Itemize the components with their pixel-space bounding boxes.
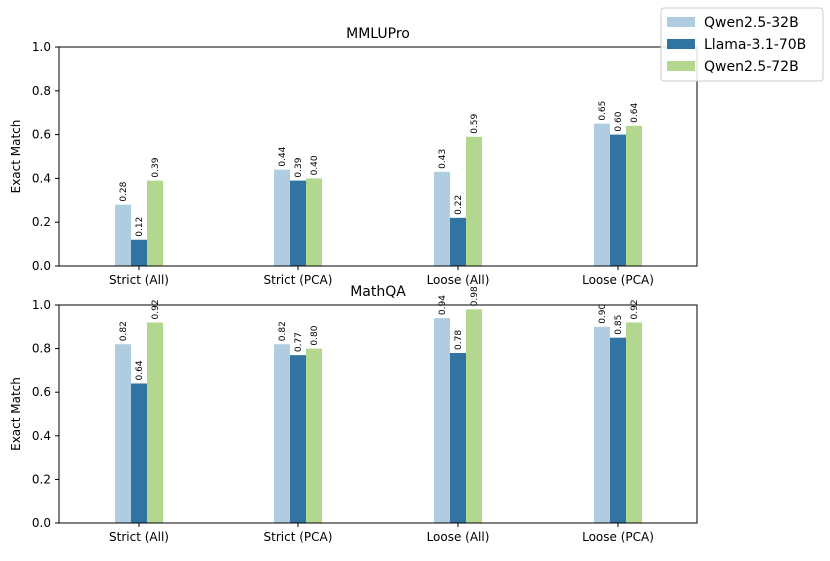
x-tick-label: Loose (PCA)	[582, 273, 654, 287]
y-tick-label: 0.2	[32, 472, 51, 486]
y-axis-label: Exact Match	[9, 120, 23, 194]
data-label: 0.78	[454, 330, 464, 350]
y-tick-label: 0.8	[32, 342, 51, 356]
bar-llama-3.1-70b-2	[450, 352, 466, 523]
x-tick-label: Loose (PCA)	[582, 530, 654, 544]
bar-qwen2.5-72b-1	[306, 348, 322, 523]
axes-frame	[58, 304, 698, 524]
x-tick-label: Loose (All)	[427, 530, 490, 544]
data-label: 0.39	[151, 157, 161, 177]
bar-llama-3.1-70b-2	[450, 217, 466, 266]
bar-qwen2.5-72b-2	[466, 136, 482, 266]
data-label: 0.40	[310, 155, 320, 175]
bar-qwen2.5-72b-2	[466, 309, 482, 523]
data-label: 0.82	[119, 321, 129, 341]
data-label: 0.59	[470, 113, 480, 133]
bar-qwen2.5-32b-3	[594, 326, 610, 523]
panel-mathqa: 0.82 0.820.94 0.900.640.77 0.780.850.920.80…	[9, 284, 698, 544]
y-tick-label: 0.0	[32, 516, 51, 530]
data-label: 0.82	[278, 321, 288, 341]
y-axis-label: Exact Match	[9, 377, 23, 451]
y-tick-label: 0.8	[32, 84, 51, 98]
data-label: 0.39	[294, 157, 304, 177]
legend-box	[660, 7, 824, 82]
bar-qwen2.5-32b-3	[594, 123, 610, 267]
data-label: 0.98	[470, 286, 480, 306]
legend-swatch	[667, 39, 695, 49]
bar-llama-3.1-70b-0	[131, 239, 147, 266]
data-label: 0.65	[598, 101, 608, 121]
legend-label: Qwen2.5-32B	[704, 15, 799, 31]
data-label: 0.77	[294, 332, 304, 352]
legend-swatch	[667, 61, 695, 71]
x-tick-label: Strict (PCA)	[264, 530, 333, 544]
bar-qwen2.5-32b-0	[115, 344, 131, 523]
bar-llama-3.1-70b-0	[131, 383, 147, 523]
y-tick-label: 0.0	[32, 259, 51, 273]
data-label: 0.80	[310, 325, 320, 345]
bar-qwen2.5-32b-2	[434, 318, 450, 523]
y-tick-label: 0.4	[32, 171, 51, 185]
bar-qwen2.5-72b-1	[306, 178, 322, 266]
bar-llama-3.1-70b-1	[290, 355, 306, 523]
data-label: 0.85	[614, 315, 624, 335]
chart-title: MMLUPro	[346, 26, 410, 42]
y-tick-label: 0.2	[32, 215, 51, 229]
legend-label: Qwen2.5-72B	[704, 59, 799, 75]
axes-frame	[58, 46, 698, 267]
data-label: 0.92	[151, 299, 161, 319]
data-label: 0.90	[598, 303, 608, 323]
y-tick-label: 0.6	[32, 385, 51, 399]
y-tick-label: 1.0	[32, 40, 51, 54]
data-label: 0.44	[278, 146, 288, 166]
chart-title: MathQA	[350, 284, 406, 300]
bar-qwen2.5-32b-2	[434, 171, 450, 266]
bar-llama-3.1-70b-1	[290, 180, 306, 266]
x-tick-label: Strict (All)	[109, 273, 169, 287]
bar-qwen2.5-32b-1	[274, 344, 290, 523]
panel-mmlupro: 0.280.44 0.430.650.120.390.220.600.39 0.40…	[9, 26, 698, 287]
x-tick-label: Strict (All)	[109, 530, 169, 544]
bar-qwen2.5-72b-0	[147, 322, 163, 523]
x-tick-label: Loose (All)	[427, 273, 490, 287]
bar-qwen2.5-32b-1	[274, 169, 290, 266]
bar-qwen2.5-32b-0	[115, 204, 131, 266]
data-label: 0.22	[454, 195, 464, 215]
legend-label: Llama-3.1-70B	[704, 37, 806, 53]
bar-llama-3.1-70b-3	[610, 337, 626, 523]
y-tick-label: 0.4	[32, 429, 51, 443]
data-label: 0.28	[119, 181, 129, 201]
legend-swatch	[667, 17, 695, 27]
bar-llama-3.1-70b-3	[610, 134, 626, 266]
data-label: 0.60	[614, 111, 624, 131]
data-label: 0.92	[630, 299, 640, 319]
bar-qwen2.5-72b-3	[626, 322, 642, 523]
data-label: 0.43	[438, 149, 448, 169]
bar-qwen2.5-72b-3	[626, 125, 642, 266]
x-tick-label: Strict (PCA)	[264, 273, 333, 287]
data-label: 0.64	[135, 360, 145, 380]
data-label: 0.12	[135, 217, 145, 237]
data-label: 0.64	[630, 103, 640, 123]
bar-qwen2.5-72b-0	[147, 180, 163, 266]
y-tick-label: 1.0	[32, 298, 51, 312]
y-tick-label: 0.6	[32, 128, 51, 142]
legend: Qwen2.5-32B Llama-3.1-70B Qwen2.5-72B	[660, 7, 824, 82]
